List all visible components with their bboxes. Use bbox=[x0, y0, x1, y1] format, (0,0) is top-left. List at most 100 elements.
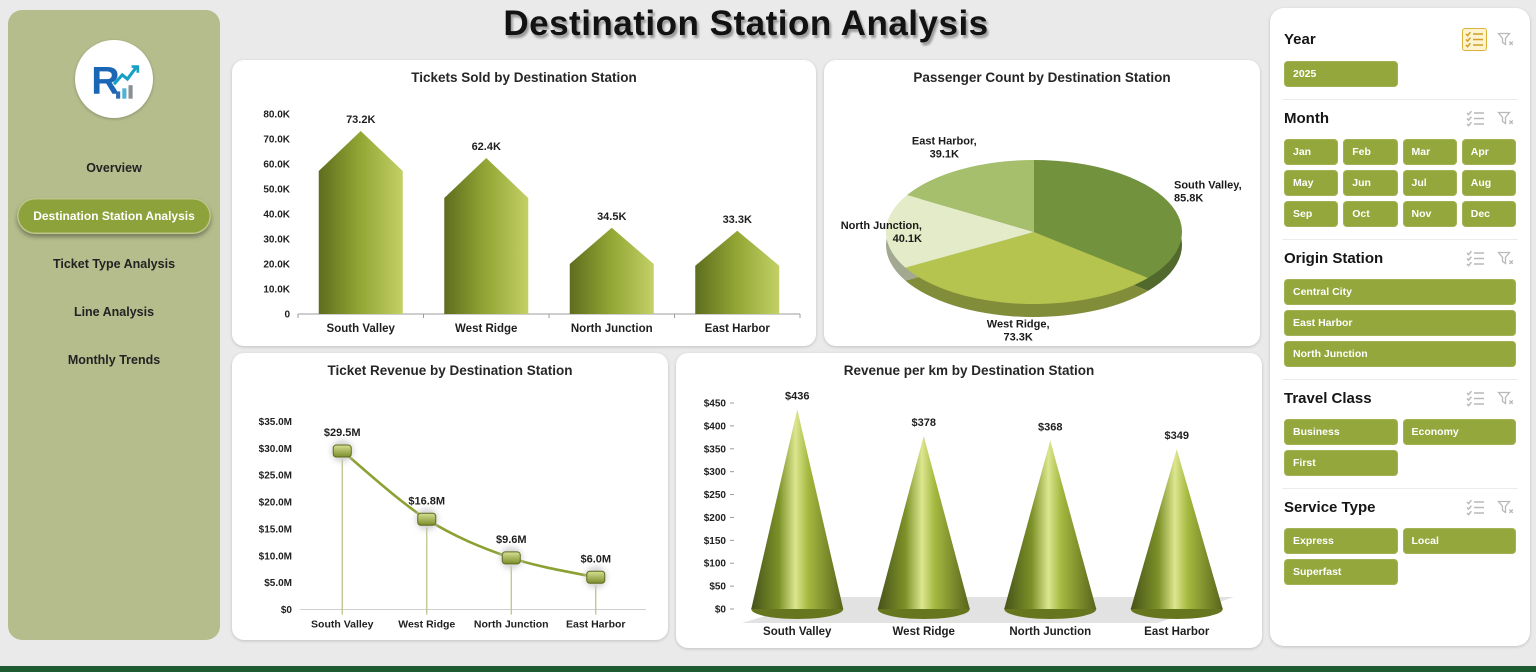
svg-text:70.0K: 70.0K bbox=[263, 135, 290, 146]
sidebar-item-destination-station-analysis[interactable]: Destination Station Analysis bbox=[17, 198, 211, 234]
revenue-per-km-cone-chart[interactable]: $0 $50 $100 $150 $200 $250 $300 $350 $400 $450 $43… bbox=[678, 387, 1260, 648]
pie-slice[interactable] bbox=[1034, 160, 1182, 278]
svg-text:West Ridge: West Ridge bbox=[398, 619, 455, 631]
origin-option-east-harbor[interactable]: East Harbor bbox=[1284, 310, 1516, 336]
multi-select-icon[interactable] bbox=[1462, 28, 1487, 51]
ticket-revenue-line-chart[interactable]: $0 $5.0M $10.0M $15.0M $20.0M $25.0M $30.0M $35… bbox=[234, 387, 666, 640]
sidebar-item-ticket-type-analysis[interactable]: Ticket Type Analysis bbox=[52, 257, 176, 271]
sidebar-item-line-analysis[interactable]: Line Analysis bbox=[73, 305, 155, 319]
svg-text:$350: $350 bbox=[704, 444, 727, 455]
svg-text:South Valley: South Valley bbox=[763, 626, 832, 638]
divider bbox=[1282, 379, 1518, 380]
month-option-jul[interactable]: Jul bbox=[1402, 170, 1457, 196]
svg-text:40.0K: 40.0K bbox=[263, 210, 290, 221]
class-option-economy[interactable]: Economy bbox=[1402, 419, 1516, 445]
clear-filter-icon[interactable] bbox=[1495, 30, 1516, 50]
service-option-superfast[interactable]: Superfast bbox=[1284, 559, 1398, 585]
bar-segment[interactable] bbox=[444, 158, 529, 314]
month-option-jun[interactable]: Jun bbox=[1343, 170, 1398, 196]
svg-text:20.0K: 20.0K bbox=[263, 260, 290, 271]
chart-title-tickets-sold: Tickets Sold by Destination Station bbox=[411, 70, 637, 85]
cone-segment[interactable] bbox=[1004, 440, 1097, 609]
month-option-jan[interactable]: Jan bbox=[1284, 139, 1339, 165]
filter-origin-station-label: Origin Station bbox=[1284, 250, 1384, 267]
svg-text:50.0K: 50.0K bbox=[263, 185, 290, 196]
multi-select-icon[interactable] bbox=[1464, 388, 1487, 409]
sidebar-item-overview[interactable]: Overview bbox=[86, 161, 142, 175]
svg-text:East Harbor: East Harbor bbox=[1144, 626, 1210, 638]
tickets-sold-bar-chart[interactable]: 0 10.0K 20.0K 30.0K 40.0K 50.0K 60.0K 70.0K 80.0… bbox=[234, 94, 814, 346]
line-marker[interactable] bbox=[417, 512, 437, 526]
service-option-local[interactable]: Local bbox=[1402, 528, 1516, 554]
chart-title-ticket-revenue: Ticket Revenue by Destination Station bbox=[327, 363, 573, 378]
month-option-feb[interactable]: Feb bbox=[1343, 139, 1398, 165]
divider bbox=[1282, 488, 1518, 489]
svg-text:West Ridge,73.3K: West Ridge, 73.3K bbox=[987, 319, 1050, 344]
class-option-business[interactable]: Business bbox=[1284, 419, 1398, 445]
line-marker[interactable] bbox=[586, 570, 606, 584]
svg-text:North Junction: North Junction bbox=[474, 619, 549, 631]
month-option-aug[interactable]: Aug bbox=[1461, 170, 1516, 196]
month-option-apr[interactable]: Apr bbox=[1461, 139, 1516, 165]
filter-travel-class: Travel Class Business Economy First bbox=[1282, 388, 1518, 489]
month-option-dec[interactable]: Dec bbox=[1461, 201, 1516, 227]
multi-select-icon[interactable] bbox=[1464, 108, 1487, 129]
month-option-may[interactable]: May bbox=[1284, 170, 1339, 196]
bar-segment[interactable] bbox=[318, 131, 403, 314]
pie-slice[interactable] bbox=[886, 194, 1034, 268]
pie-slice[interactable] bbox=[905, 232, 1149, 304]
chart-title-passenger-count: Passenger Count by Destination Station bbox=[913, 70, 1171, 85]
sidebar-item-monthly-trends[interactable]: Monthly Trends bbox=[67, 353, 161, 367]
line-marker[interactable] bbox=[501, 551, 521, 565]
svg-text:$9.6M: $9.6M bbox=[496, 534, 527, 546]
svg-text:$349: $349 bbox=[1165, 430, 1189, 442]
filter-service-type: Service Type Express Local Superfast bbox=[1284, 497, 1516, 585]
bar-segment[interactable] bbox=[569, 227, 654, 314]
pie-slice[interactable] bbox=[907, 160, 1034, 232]
service-option-express[interactable]: Express bbox=[1284, 528, 1398, 554]
class-option-first[interactable]: First bbox=[1284, 450, 1398, 476]
svg-text:$150: $150 bbox=[704, 536, 727, 547]
month-option-oct[interactable]: Oct bbox=[1343, 201, 1398, 227]
bar-segment[interactable] bbox=[695, 230, 780, 314]
year-option-2025[interactable]: 2025 bbox=[1284, 61, 1398, 87]
filter-origin-station: Origin Station Central City East Harbor … bbox=[1282, 248, 1518, 380]
svg-text:0: 0 bbox=[284, 310, 290, 321]
bottom-strip bbox=[0, 666, 1536, 672]
svg-text:$6.0M: $6.0M bbox=[580, 553, 611, 565]
cone-segment[interactable] bbox=[877, 435, 970, 609]
month-option-mar[interactable]: Mar bbox=[1402, 139, 1457, 165]
svg-text:South Valley,85.8K: South Valley, 85.8K bbox=[1174, 179, 1242, 204]
card-tickets-sold: Tickets Sold by Destination Station 0 10.… bbox=[232, 60, 816, 346]
origin-option-central-city[interactable]: Central City bbox=[1284, 279, 1516, 305]
svg-text:30.0K: 30.0K bbox=[263, 235, 290, 246]
svg-text:33.3K: 33.3K bbox=[723, 214, 752, 226]
cone-segment[interactable] bbox=[1130, 449, 1223, 609]
cone-segment[interactable] bbox=[751, 409, 844, 609]
svg-text:North Junction,40.1K: North Junction, 40.1K bbox=[841, 220, 922, 245]
month-option-nov[interactable]: Nov bbox=[1402, 201, 1457, 227]
multi-select-icon[interactable] bbox=[1464, 497, 1487, 518]
page-title: Destination Station Analysis bbox=[503, 4, 989, 43]
clear-filter-icon[interactable] bbox=[1495, 389, 1516, 409]
filter-panel: Year 2025 Month bbox=[1270, 8, 1530, 646]
svg-text:$29.5M: $29.5M bbox=[324, 427, 361, 439]
clear-filter-icon[interactable] bbox=[1495, 109, 1516, 129]
svg-text:$50: $50 bbox=[709, 582, 726, 593]
filter-travel-class-label: Travel Class bbox=[1284, 390, 1372, 407]
svg-text:$400: $400 bbox=[704, 421, 727, 432]
svg-text:East Harbor,39.1K: East Harbor, 39.1K bbox=[912, 136, 977, 161]
card-revenue-per-km: Revenue per km by Destination Station $0… bbox=[676, 353, 1262, 648]
svg-text:$10.0M: $10.0M bbox=[259, 551, 292, 562]
clear-filter-icon[interactable] bbox=[1495, 249, 1516, 269]
origin-option-north-junction[interactable]: North Junction bbox=[1284, 341, 1516, 367]
svg-text:$15.0M: $15.0M bbox=[259, 524, 292, 535]
month-option-sep[interactable]: Sep bbox=[1284, 201, 1339, 227]
clear-filter-icon[interactable] bbox=[1495, 498, 1516, 518]
passenger-count-pie-chart[interactable]: South Valley, 85.8K West Ridge, 73.3K North … bbox=[826, 94, 1258, 346]
svg-text:$0: $0 bbox=[715, 605, 727, 616]
line-marker[interactable] bbox=[332, 444, 352, 458]
multi-select-icon[interactable] bbox=[1464, 248, 1487, 269]
svg-text:$450: $450 bbox=[704, 399, 727, 410]
